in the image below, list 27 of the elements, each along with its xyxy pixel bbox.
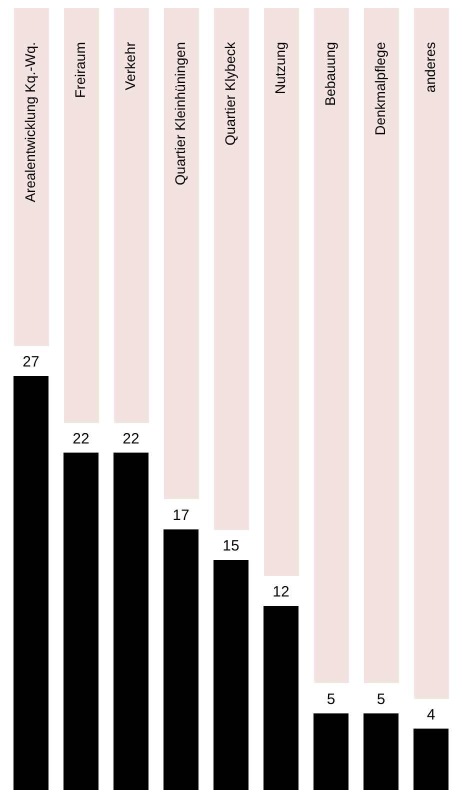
bar (364, 713, 398, 790)
data-label: 17 (172, 506, 190, 524)
bar (264, 606, 298, 790)
bar (414, 728, 448, 790)
x-tick-label: Bebauung (322, 42, 338, 106)
bar (64, 452, 98, 790)
data-label: 5 (376, 690, 386, 708)
bar (314, 713, 348, 790)
x-tick-label: Denkmalpflege (372, 42, 388, 136)
bar (114, 452, 148, 790)
x-tick-label: Arealentwicklung Kq.-Wq. (22, 42, 38, 202)
x-tick-label: Nutzung (272, 42, 288, 94)
data-label: 27 (22, 354, 40, 371)
data-label: 15 (222, 538, 240, 555)
data-label: 22 (122, 430, 140, 448)
x-tick-label: Freiraum (72, 42, 88, 98)
data-label: 5 (326, 690, 336, 708)
x-tick-label: anderes (422, 42, 438, 93)
bar (214, 560, 248, 790)
data-label: 12 (272, 584, 290, 601)
data-label: 22 (72, 430, 90, 448)
data-label: 4 (426, 706, 436, 724)
x-tick-label: Quartier Kleinhüningen (172, 42, 188, 186)
x-tick-label: Quartier Klybeck (222, 41, 238, 146)
bar (164, 529, 198, 790)
bar (14, 376, 48, 790)
x-tick-label: Verkehr (122, 42, 138, 90)
